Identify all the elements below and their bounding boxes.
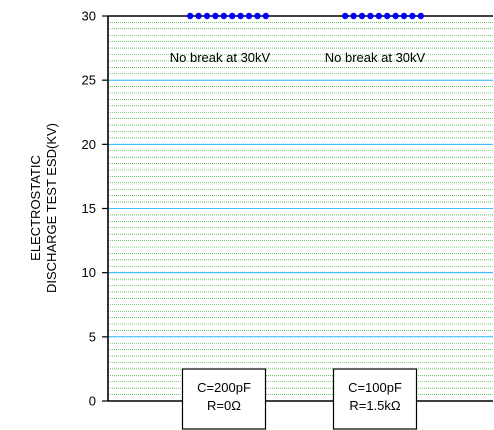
y-tick-label: 0 [89, 394, 96, 409]
data-point [392, 12, 399, 20]
y-tick-label: 15 [82, 201, 96, 216]
data-point [203, 12, 211, 20]
y-axis-label-line-1: ELECTROSTATIC [28, 155, 43, 261]
y-tick-label: 5 [89, 329, 96, 344]
data-point [342, 12, 349, 20]
y-tick-label: 10 [82, 265, 96, 280]
data-point [220, 12, 227, 20]
no-break-annotation: No break at 30kV [325, 50, 426, 65]
data-point [358, 12, 366, 20]
y-tick-label: 25 [82, 73, 96, 88]
y-axis-label-line-2: DISCHARGE TEST ESD(KV) [44, 123, 59, 293]
condition-text: C=100pF [348, 380, 402, 395]
data-point [262, 12, 269, 20]
y-tick-label: 20 [82, 137, 96, 152]
data-point [400, 12, 408, 20]
data-point [212, 12, 219, 20]
data-point [384, 12, 391, 20]
annotations: No break at 30kV No break at 30kV [170, 50, 426, 65]
y-tick-labels: 0 5 10 15 20 25 30 [82, 9, 108, 409]
data-point [229, 12, 236, 20]
y-axis-label: ELECTROSTATIC DISCHARGE TEST ESD(KV) [28, 123, 59, 293]
data-point [237, 12, 244, 20]
data-point [417, 12, 424, 20]
condition-text: R=1.5kΩ [349, 398, 401, 413]
data-point [350, 12, 357, 20]
data-point [245, 12, 253, 20]
condition-boxes: C=200pF R=0Ω C=100pF R=1.5kΩ [181, 368, 418, 430]
data-points [187, 12, 424, 20]
data-point [195, 12, 202, 20]
y-tick-label: 30 [82, 9, 96, 24]
grid-lines [108, 15, 493, 395]
data-point [254, 12, 261, 20]
data-point [409, 12, 416, 20]
no-break-annotation: No break at 30kV [170, 50, 271, 65]
condition-text: R=0Ω [207, 398, 241, 413]
data-point [187, 12, 194, 20]
condition-text: C=200pF [197, 380, 251, 395]
condition-box [332, 368, 418, 430]
data-point [367, 12, 374, 20]
data-point [375, 12, 382, 20]
condition-box [181, 368, 267, 430]
